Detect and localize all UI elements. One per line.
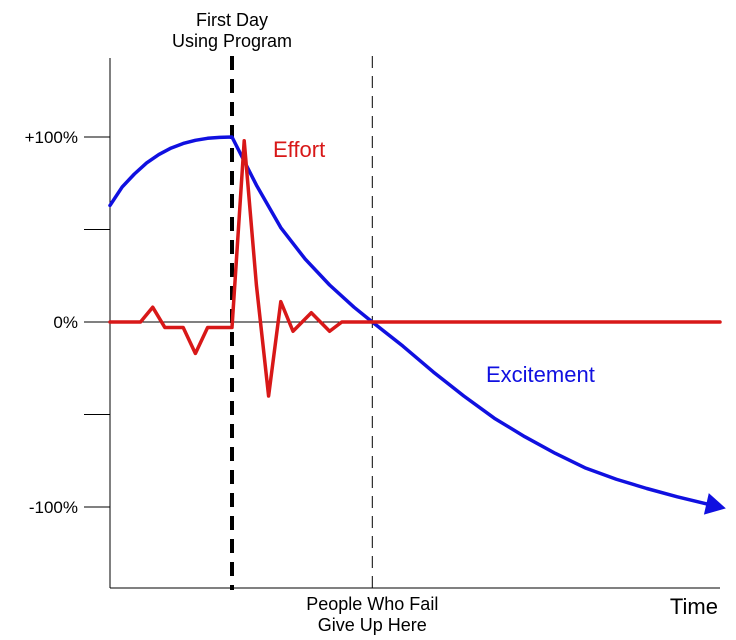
y-ticks: +100% 0% -100% [25, 128, 110, 517]
series-arrow-excitement [703, 493, 726, 515]
series-label-effort: Effort [273, 137, 325, 162]
series-line-excitement [108, 135, 722, 509]
series-layer [108, 135, 726, 515]
x-axis-label: Time [670, 594, 718, 619]
series-line-effort [108, 138, 722, 398]
y-tick-label-4: -100% [29, 498, 78, 517]
marker-label-0-line-0: First Day [196, 10, 268, 30]
marker-label-1-line-0: People Who Fail [306, 594, 438, 614]
marker-label-0-line-1: Using Program [172, 31, 292, 51]
y-tick-label-0: +100% [25, 128, 78, 147]
y-tick-label-2: 0% [53, 313, 78, 332]
marker-label-1-line-1: Give Up Here [318, 615, 427, 635]
series-labels: Excitement Effort [273, 137, 595, 387]
series-label-excitement: Excitement [486, 362, 595, 387]
